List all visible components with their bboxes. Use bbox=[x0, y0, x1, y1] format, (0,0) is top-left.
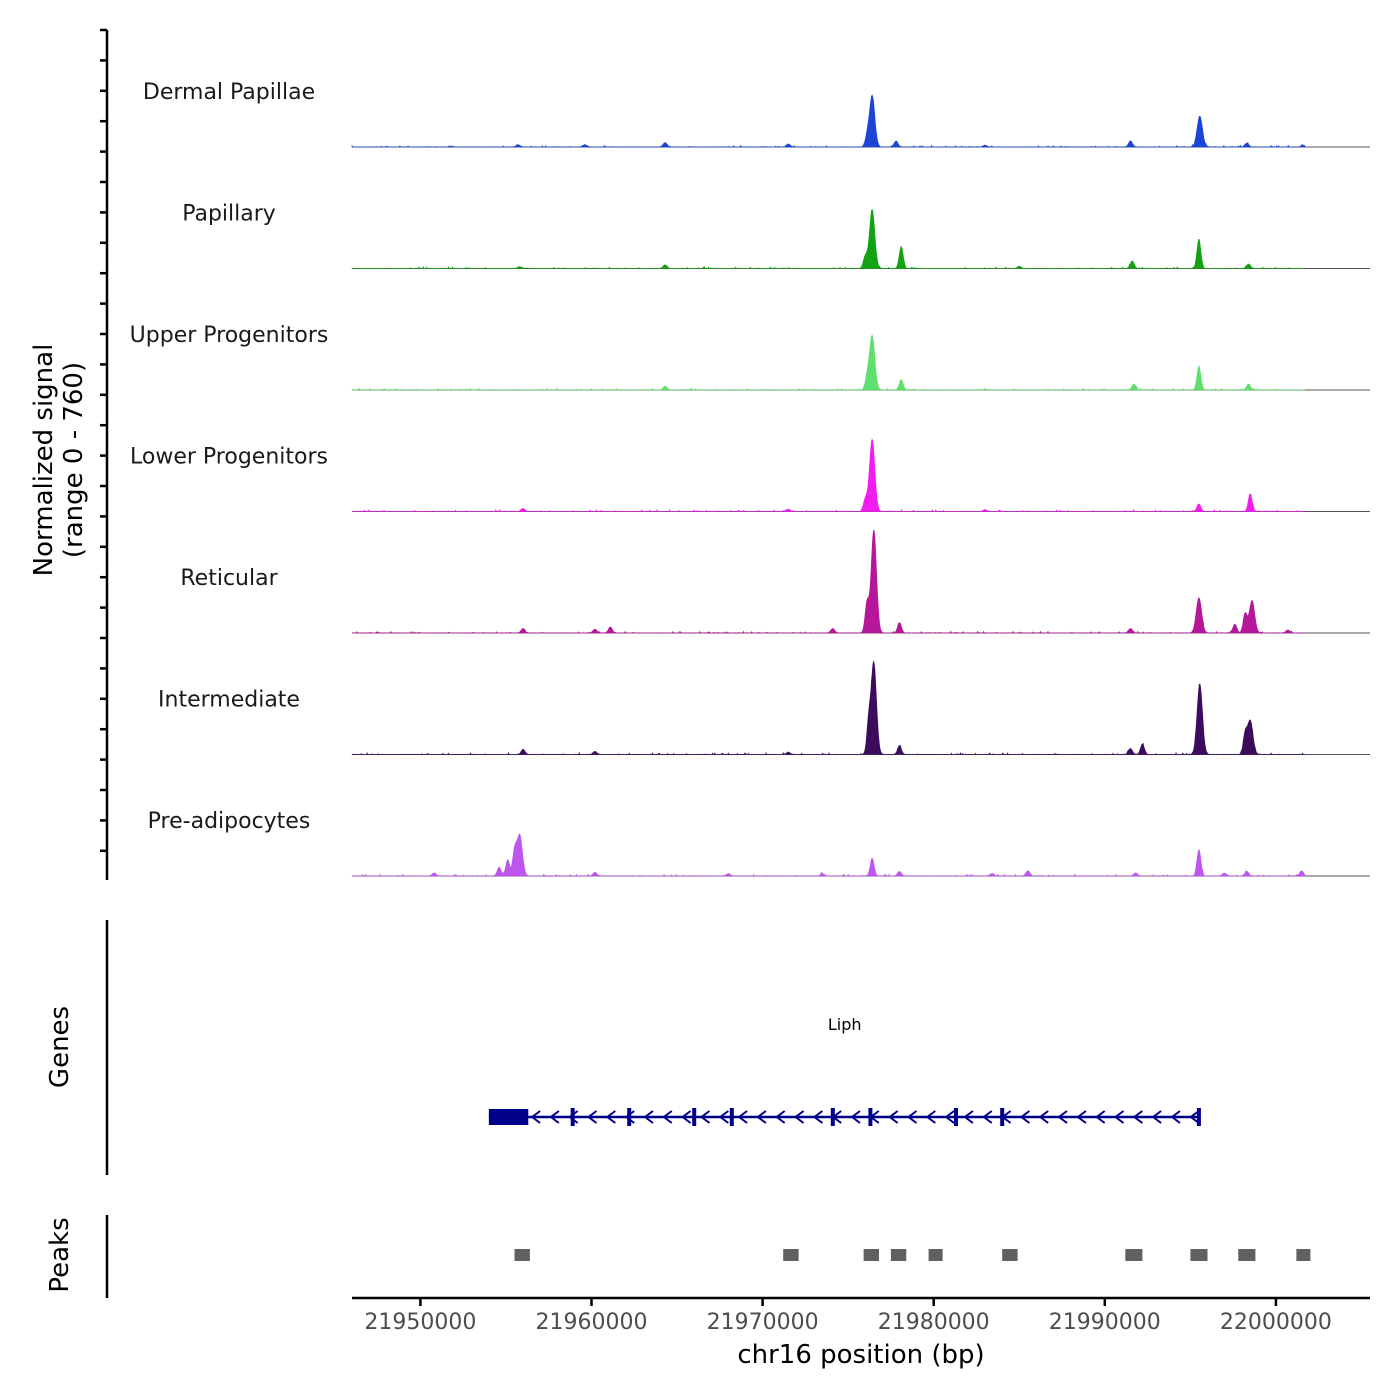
coverage-area bbox=[352, 438, 1306, 513]
track-label: Papillary bbox=[182, 202, 276, 227]
coverage-track: Intermediate bbox=[158, 660, 1370, 755]
gene-label: Liph bbox=[828, 1015, 862, 1034]
strand-arrow bbox=[812, 1110, 824, 1124]
strand-arrow bbox=[586, 1110, 598, 1124]
strand-arrow bbox=[624, 1110, 635, 1124]
x-tick-label: 21990000 bbox=[1049, 1310, 1161, 1335]
track-label: Dermal Papillae bbox=[143, 80, 315, 105]
peak-region bbox=[1125, 1249, 1143, 1261]
strand-arrow bbox=[1189, 1110, 1200, 1124]
gene-exon bbox=[729, 1108, 734, 1126]
track-label: Lower Progenitors bbox=[130, 445, 328, 470]
signal-y-ticks bbox=[100, 28, 107, 853]
gene-exon bbox=[692, 1108, 697, 1126]
peaks-panel-label: Peaks bbox=[45, 1217, 75, 1292]
strand-arrow bbox=[1095, 1110, 1106, 1124]
strand-arrow bbox=[906, 1110, 918, 1124]
gene-exon bbox=[627, 1108, 632, 1126]
strand-arrow bbox=[1113, 1110, 1125, 1124]
strand-arrow bbox=[1132, 1110, 1143, 1124]
strand-arrow bbox=[888, 1110, 899, 1124]
peak-region bbox=[1190, 1249, 1208, 1261]
panel-axes bbox=[100, 28, 1370, 1300]
strand-arrow bbox=[662, 1110, 673, 1124]
y-axis-subtitle: (range 0 - 760) bbox=[59, 362, 89, 558]
strand-arrow bbox=[530, 1110, 541, 1124]
coverage-track: Dermal Papillae bbox=[143, 80, 1370, 148]
x-tick-label: 22000000 bbox=[1220, 1310, 1332, 1335]
strand-arrow bbox=[756, 1110, 767, 1124]
gene-exon bbox=[954, 1108, 958, 1126]
strand-arrow bbox=[1057, 1110, 1068, 1124]
coverage-area bbox=[351, 208, 1306, 269]
strand-arrow bbox=[549, 1110, 560, 1124]
strand-arrow bbox=[963, 1110, 974, 1124]
x-tick-label: 21960000 bbox=[536, 1310, 648, 1335]
track-label: Pre-adipocytes bbox=[148, 809, 311, 834]
coverage-area bbox=[351, 334, 1306, 391]
coverage-track: Pre-adipocytes bbox=[148, 809, 1370, 877]
peak-region bbox=[1296, 1249, 1311, 1261]
strand-arrow bbox=[737, 1110, 748, 1124]
peak-region bbox=[928, 1249, 943, 1261]
x-axis-ticks: 21950000 21960000 21970000 21980000 21990000… bbox=[364, 1298, 1332, 1335]
strand-arrow bbox=[680, 1110, 692, 1124]
strand-arrow bbox=[643, 1110, 654, 1124]
gene-exon bbox=[570, 1108, 575, 1126]
gene-exon bbox=[1000, 1108, 1005, 1126]
strand-arrow bbox=[718, 1110, 729, 1124]
y-axis-title: Normalized signal bbox=[29, 344, 59, 577]
coverage-track: Reticular bbox=[180, 530, 1370, 634]
peak-region bbox=[1238, 1249, 1256, 1261]
signal-tracks: Dermal Papillae Papillary Upper Progenitor… bbox=[130, 80, 1370, 877]
peak-region bbox=[863, 1249, 879, 1261]
x-tick-label: 21950000 bbox=[364, 1310, 476, 1335]
track-label: Reticular bbox=[180, 566, 278, 591]
peak-track bbox=[514, 1249, 1311, 1261]
strand-arrow bbox=[605, 1110, 616, 1124]
peak-region bbox=[890, 1249, 907, 1261]
coverage-area bbox=[351, 94, 1306, 148]
coverage-track: Upper Progenitors bbox=[130, 323, 1370, 391]
coverage-area bbox=[351, 833, 1306, 877]
x-axis-title: chr16 position (bp) bbox=[737, 1340, 984, 1370]
strand-arrow bbox=[850, 1110, 861, 1124]
gene-track: Liph bbox=[488, 1015, 1201, 1126]
strand-arrow bbox=[793, 1110, 805, 1124]
gene-exon bbox=[868, 1108, 873, 1126]
peak-region bbox=[783, 1249, 799, 1261]
strand-arrow bbox=[944, 1110, 955, 1124]
strand-arrow bbox=[1019, 1110, 1031, 1124]
strand-arrow bbox=[925, 1110, 936, 1124]
strand-arrow bbox=[1151, 1110, 1162, 1124]
gene-exon bbox=[1196, 1108, 1201, 1126]
strand-arrow bbox=[775, 1110, 786, 1124]
strand-arrow bbox=[1076, 1110, 1087, 1124]
track-label: Intermediate bbox=[158, 688, 300, 713]
coverage-track: Lower Progenitors bbox=[130, 438, 1370, 513]
strand-arrow bbox=[1170, 1110, 1181, 1124]
strand-arrow bbox=[568, 1110, 579, 1124]
x-tick-label: 21970000 bbox=[707, 1310, 819, 1335]
gene-utr-block bbox=[488, 1109, 529, 1125]
peak-region bbox=[1002, 1249, 1018, 1261]
x-tick-label: 21980000 bbox=[878, 1310, 990, 1335]
peak-region bbox=[514, 1249, 530, 1261]
strand-arrow bbox=[982, 1110, 993, 1124]
genes-panel-label: Genes bbox=[45, 1006, 75, 1088]
strand-arrow bbox=[699, 1110, 711, 1124]
coverage-track: Papillary bbox=[182, 202, 1370, 269]
coverage-area bbox=[352, 530, 1306, 634]
gene-exon bbox=[830, 1108, 835, 1126]
coverage-area bbox=[351, 660, 1306, 755]
strand-arrow bbox=[1038, 1110, 1049, 1124]
track-label: Upper Progenitors bbox=[130, 323, 329, 348]
